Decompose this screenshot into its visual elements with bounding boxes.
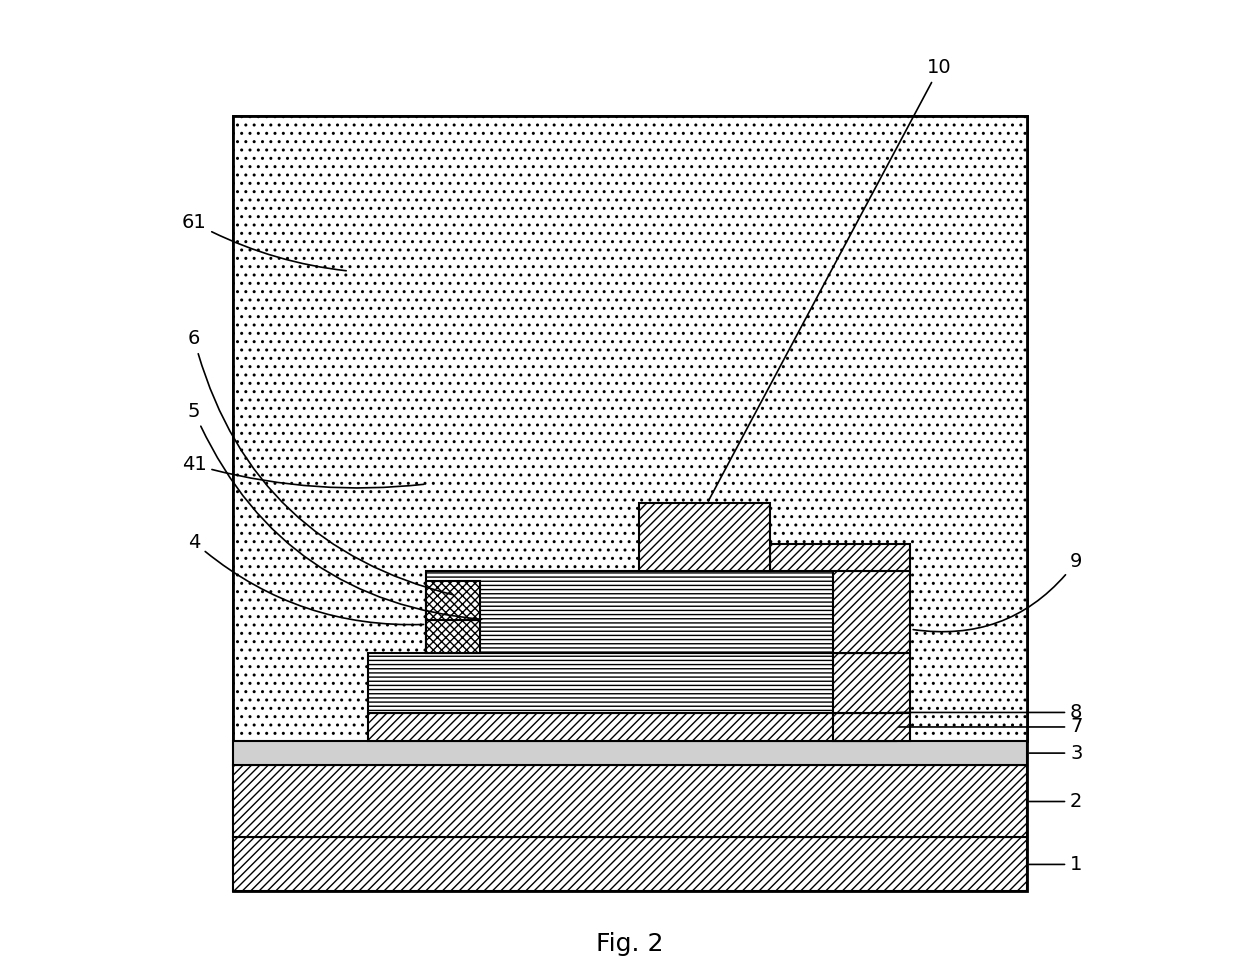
Bar [233,837,1027,891]
Text: 2: 2 [1029,792,1083,811]
Bar [833,713,910,741]
Bar [233,116,1027,891]
Text: 7: 7 [899,717,1083,737]
Bar [833,571,910,653]
Bar [368,713,895,741]
Text: 5: 5 [187,402,481,620]
Bar [368,653,895,713]
Bar [770,544,910,571]
Bar [640,503,770,571]
Text: 9: 9 [913,552,1083,632]
Text: 6: 6 [188,329,453,594]
Text: 41: 41 [182,455,424,488]
Text: 8: 8 [899,703,1083,722]
Bar [233,116,1027,741]
Text: 1: 1 [1029,855,1083,874]
Text: Fig. 2: Fig. 2 [596,932,663,955]
Text: 61: 61 [182,213,346,271]
Bar [833,653,910,713]
Text: 3: 3 [1029,743,1083,763]
Text: 10: 10 [708,58,952,500]
Bar [233,741,1027,765]
Bar [427,571,895,653]
Bar [427,620,480,653]
Bar [427,581,480,620]
Bar [233,765,1027,837]
Text: 4: 4 [188,532,424,624]
